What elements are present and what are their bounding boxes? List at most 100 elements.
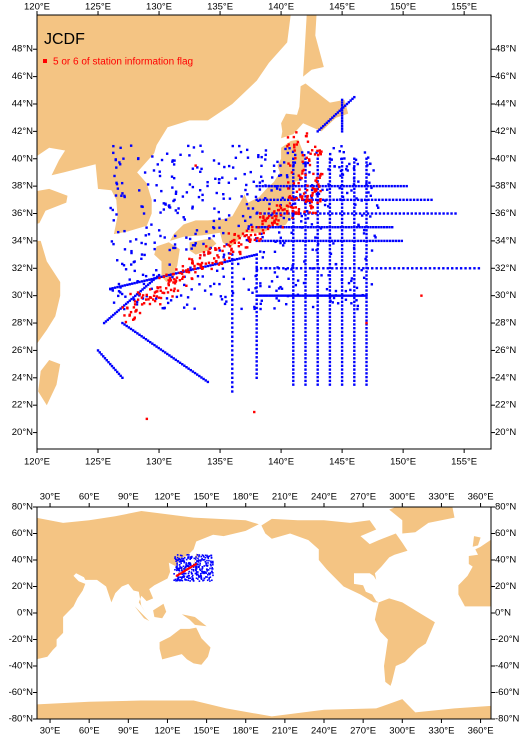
station	[419, 267, 423, 270]
station	[375, 204, 379, 207]
station	[176, 578, 179, 580]
station	[191, 167, 195, 170]
station	[340, 353, 344, 356]
x-tick-label: 130°E	[146, 2, 172, 13]
station	[384, 184, 387, 188]
station	[126, 283, 129, 287]
station	[285, 204, 289, 207]
station	[199, 575, 202, 578]
station	[327, 212, 330, 215]
station	[350, 212, 354, 215]
station	[194, 232, 197, 236]
station	[416, 198, 419, 202]
station	[213, 207, 216, 210]
station	[340, 300, 344, 304]
station	[304, 214, 307, 217]
station	[295, 190, 299, 193]
station	[153, 247, 156, 251]
station	[370, 186, 373, 190]
station	[227, 164, 231, 168]
station	[292, 274, 295, 277]
station	[230, 249, 233, 252]
station	[274, 185, 278, 188]
station	[241, 214, 245, 218]
station	[306, 217, 310, 220]
station	[215, 259, 218, 263]
station	[304, 255, 307, 258]
station	[434, 212, 437, 215]
station	[166, 352, 169, 356]
station	[246, 246, 249, 249]
station	[291, 216, 294, 220]
y-tick-label: 22°N	[495, 400, 516, 411]
station	[309, 152, 312, 155]
station	[181, 560, 183, 562]
station	[189, 368, 192, 372]
station	[274, 226, 277, 229]
station	[245, 233, 248, 237]
station	[340, 176, 344, 179]
station	[340, 379, 344, 383]
station	[210, 561, 213, 564]
land	[261, 518, 408, 603]
station	[117, 309, 120, 312]
station	[281, 239, 285, 243]
station	[304, 345, 307, 349]
station	[316, 161, 319, 164]
x-tick-label: 210°E	[272, 726, 298, 737]
station	[206, 559, 208, 562]
station	[179, 576, 182, 579]
station	[249, 215, 252, 219]
station	[140, 296, 144, 299]
station	[312, 172, 315, 176]
station	[203, 565, 205, 567]
station	[142, 282, 146, 286]
station	[174, 556, 176, 558]
station	[328, 368, 332, 371]
station	[217, 181, 221, 185]
station	[328, 319, 332, 322]
station	[247, 288, 250, 291]
station	[282, 184, 285, 188]
station	[231, 312, 234, 316]
station	[292, 236, 295, 240]
station	[156, 286, 160, 290]
station	[334, 294, 338, 297]
y-tick-label: 20°N	[12, 581, 33, 592]
station	[255, 282, 258, 285]
station	[206, 264, 210, 268]
station	[348, 162, 351, 166]
station	[321, 188, 324, 192]
station	[115, 310, 119, 314]
station	[138, 333, 141, 337]
station	[356, 307, 359, 311]
station	[304, 173, 307, 177]
station	[251, 207, 255, 210]
station	[177, 207, 180, 210]
station	[406, 267, 409, 270]
station	[357, 239, 360, 243]
station	[290, 268, 293, 271]
station	[292, 293, 295, 296]
station	[231, 372, 234, 375]
station	[339, 184, 342, 188]
station	[291, 210, 294, 213]
station	[316, 342, 319, 345]
station	[390, 212, 394, 215]
station	[370, 283, 374, 286]
station	[252, 180, 255, 183]
station	[316, 153, 320, 157]
station	[340, 117, 344, 120]
station	[144, 234, 147, 237]
station	[145, 226, 148, 229]
station	[245, 148, 249, 152]
station	[424, 267, 427, 270]
station	[143, 286, 146, 290]
station	[182, 275, 185, 279]
station	[353, 221, 356, 224]
station	[173, 198, 176, 202]
station	[205, 572, 208, 574]
station	[366, 212, 370, 215]
station	[254, 233, 257, 236]
station	[365, 157, 368, 160]
